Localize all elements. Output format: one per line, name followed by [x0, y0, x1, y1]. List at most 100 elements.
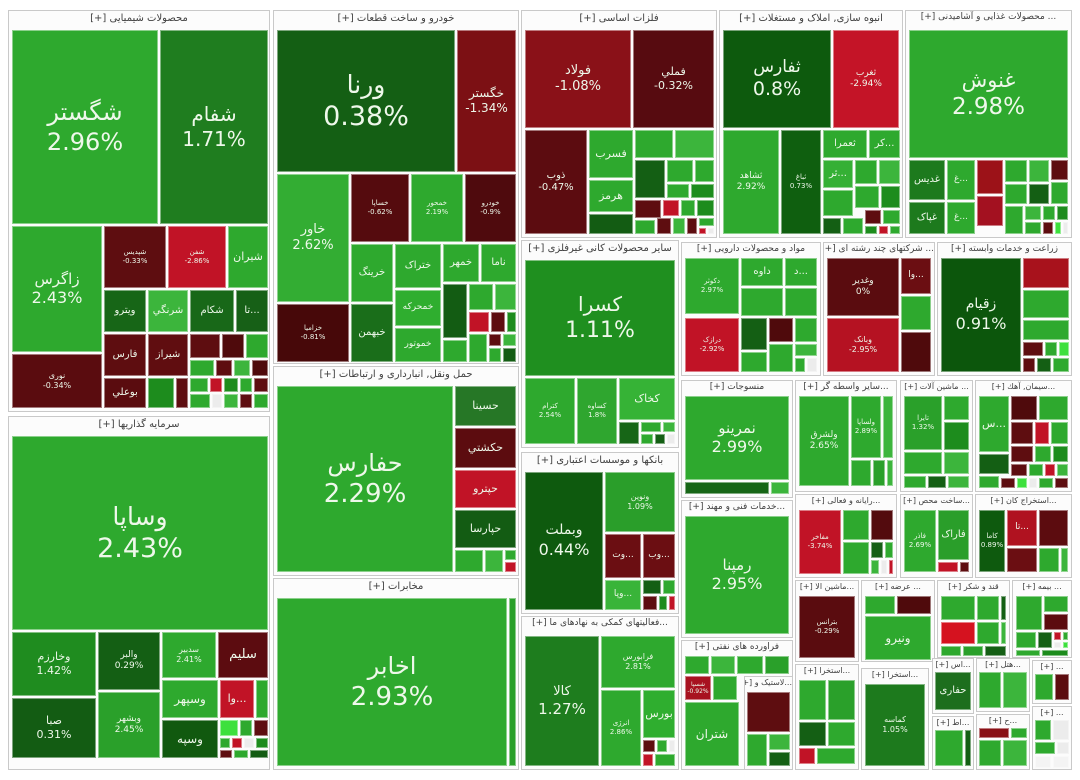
tile-filler[interactable]	[635, 220, 655, 234]
tile-filler[interactable]	[1035, 422, 1049, 444]
tile-filler[interactable]	[944, 422, 969, 450]
tile-filler[interactable]	[977, 596, 999, 620]
tile-filler[interactable]	[1057, 206, 1068, 220]
tile[interactable]: نوری -0.34%	[12, 354, 102, 408]
tile-filler[interactable]	[216, 360, 232, 376]
tile-filler[interactable]	[190, 360, 214, 376]
tile-filler[interactable]	[1051, 422, 1068, 444]
tile[interactable]: فارس	[104, 334, 146, 376]
tile-filler[interactable]	[1007, 548, 1037, 572]
tile-filler[interactable]	[443, 284, 467, 338]
tile-filler[interactable]	[1035, 720, 1051, 740]
tile[interactable]: صبا 0.31%	[12, 698, 96, 758]
tile-filler[interactable]	[1017, 478, 1027, 488]
tile[interactable]: ...تا	[1007, 510, 1037, 546]
tile-filler[interactable]	[491, 312, 505, 332]
tile[interactable]: والبر 0.29%	[98, 632, 160, 690]
tile[interactable]: خموتور	[395, 328, 441, 362]
tile-filler[interactable]	[799, 680, 826, 720]
tile-filler[interactable]	[1039, 548, 1059, 572]
tile-filler[interactable]	[817, 748, 855, 764]
sector-header[interactable]: فلزات اساسی [+]	[579, 13, 659, 24]
tile-filler[interactable]	[485, 550, 503, 572]
tile[interactable]: وبملت 0.44%	[525, 472, 603, 610]
tile-filler[interactable]	[1043, 222, 1053, 234]
tile[interactable]: خساپا -0.62%	[351, 174, 409, 242]
tile-filler[interactable]	[1029, 160, 1049, 182]
tile[interactable]: نمرینو 2.99%	[685, 396, 789, 480]
tile-filler[interactable]	[619, 422, 639, 444]
tile[interactable]: کخاک	[619, 378, 675, 420]
tile-filler[interactable]	[505, 562, 516, 572]
tile-filler[interactable]	[965, 730, 971, 766]
tile-filler[interactable]	[1043, 206, 1055, 220]
tile[interactable]: وغدیر 0%	[827, 258, 899, 316]
tile-filler[interactable]	[1039, 478, 1053, 488]
sector-header[interactable]: ...لاستیک و [+]	[745, 678, 792, 687]
tile-filler[interactable]	[795, 358, 805, 372]
tile-filler[interactable]	[1011, 396, 1037, 420]
tile-filler[interactable]	[254, 720, 268, 736]
tile[interactable]: بترانس -0.29%	[799, 596, 855, 658]
sector-header[interactable]: انبوه سازی, املاک و مستغلات [+]	[739, 13, 883, 24]
tile-filler[interactable]	[771, 482, 789, 494]
tile-filler[interactable]	[1042, 650, 1068, 656]
tile[interactable]: وبشهر 2.45%	[98, 692, 160, 758]
tile-filler[interactable]	[509, 598, 516, 766]
tile-filler[interactable]	[224, 394, 238, 408]
tile[interactable]: شگستر 2.96%	[12, 30, 158, 224]
tile-filler[interactable]	[1001, 596, 1006, 620]
tile-filler[interactable]	[687, 218, 697, 234]
tile-filler[interactable]	[663, 580, 675, 594]
tile[interactable]: ذوب -0.47%	[525, 130, 587, 234]
tile-filler[interactable]	[503, 348, 516, 362]
sector-header[interactable]: ...فعالیتهای کمکی به نهادهای ما [+]	[532, 618, 668, 628]
tile[interactable]: تایرا 1.32%	[904, 396, 942, 450]
tile[interactable]: شرنگي	[148, 290, 188, 332]
tile-filler[interactable]	[1011, 728, 1027, 738]
sector-header[interactable]: فراورده های نفتی [+]	[694, 642, 780, 652]
tile-filler[interactable]	[667, 160, 693, 182]
tile[interactable]: حپترو	[455, 470, 516, 508]
tile-filler[interactable]	[695, 160, 714, 182]
tile-filler[interactable]	[1023, 342, 1043, 356]
tile[interactable]: خبهمن	[351, 304, 393, 362]
tile[interactable]: ...س	[979, 396, 1009, 452]
tile-filler[interactable]	[769, 752, 790, 766]
sector-header[interactable]: ... محصولات غذایی و آشامیدنی [+]	[920, 12, 1057, 22]
tile-filler[interactable]	[190, 394, 210, 408]
sector-header[interactable]: محصولات شیمیایی [+]	[90, 13, 188, 24]
sector-header[interactable]: منسوجات [+]	[709, 382, 765, 392]
tile-filler[interactable]	[222, 334, 244, 358]
tile-filler[interactable]	[669, 740, 675, 752]
tile-filler[interactable]	[807, 358, 817, 372]
sector-header[interactable]: زراعت و خدمات وابسته [+]	[951, 244, 1058, 254]
tile-filler[interactable]	[667, 434, 675, 444]
tile-filler[interactable]	[1053, 358, 1069, 372]
tile-filler[interactable]	[713, 676, 737, 700]
tile-filler[interactable]	[904, 452, 942, 474]
tile[interactable]: بوعلي	[104, 378, 146, 408]
tile[interactable]: غپاک	[909, 202, 945, 234]
tile-filler[interactable]	[495, 284, 516, 310]
tile-filler[interactable]	[1044, 614, 1068, 630]
sector-header[interactable]: ...ماشین الا [+]	[799, 582, 855, 591]
tile[interactable]: وساپا 2.43%	[12, 436, 268, 630]
tile[interactable]: ...وب	[643, 534, 675, 578]
tile-filler[interactable]	[890, 226, 900, 234]
tile-filler[interactable]	[252, 360, 268, 376]
tile[interactable]: ثفارس 0.8%	[723, 30, 831, 128]
tile-filler[interactable]	[1059, 342, 1069, 356]
tile-filler[interactable]	[655, 434, 665, 444]
tile-filler[interactable]	[148, 378, 174, 408]
tile-filler[interactable]	[635, 200, 661, 218]
tile-filler[interactable]	[489, 334, 501, 346]
tile-filler[interactable]	[1023, 290, 1069, 318]
tile-filler[interactable]	[865, 596, 895, 614]
tile[interactable]: فاذر 2.69%	[904, 510, 936, 572]
tile-filler[interactable]	[1063, 642, 1068, 648]
tile[interactable]: شسپا -0.92%	[685, 676, 711, 700]
tile-filler[interactable]	[1023, 258, 1069, 288]
tile-filler[interactable]	[1057, 464, 1068, 476]
sector-header[interactable]: ...خدمات فنی و مهند [+]	[688, 502, 786, 512]
